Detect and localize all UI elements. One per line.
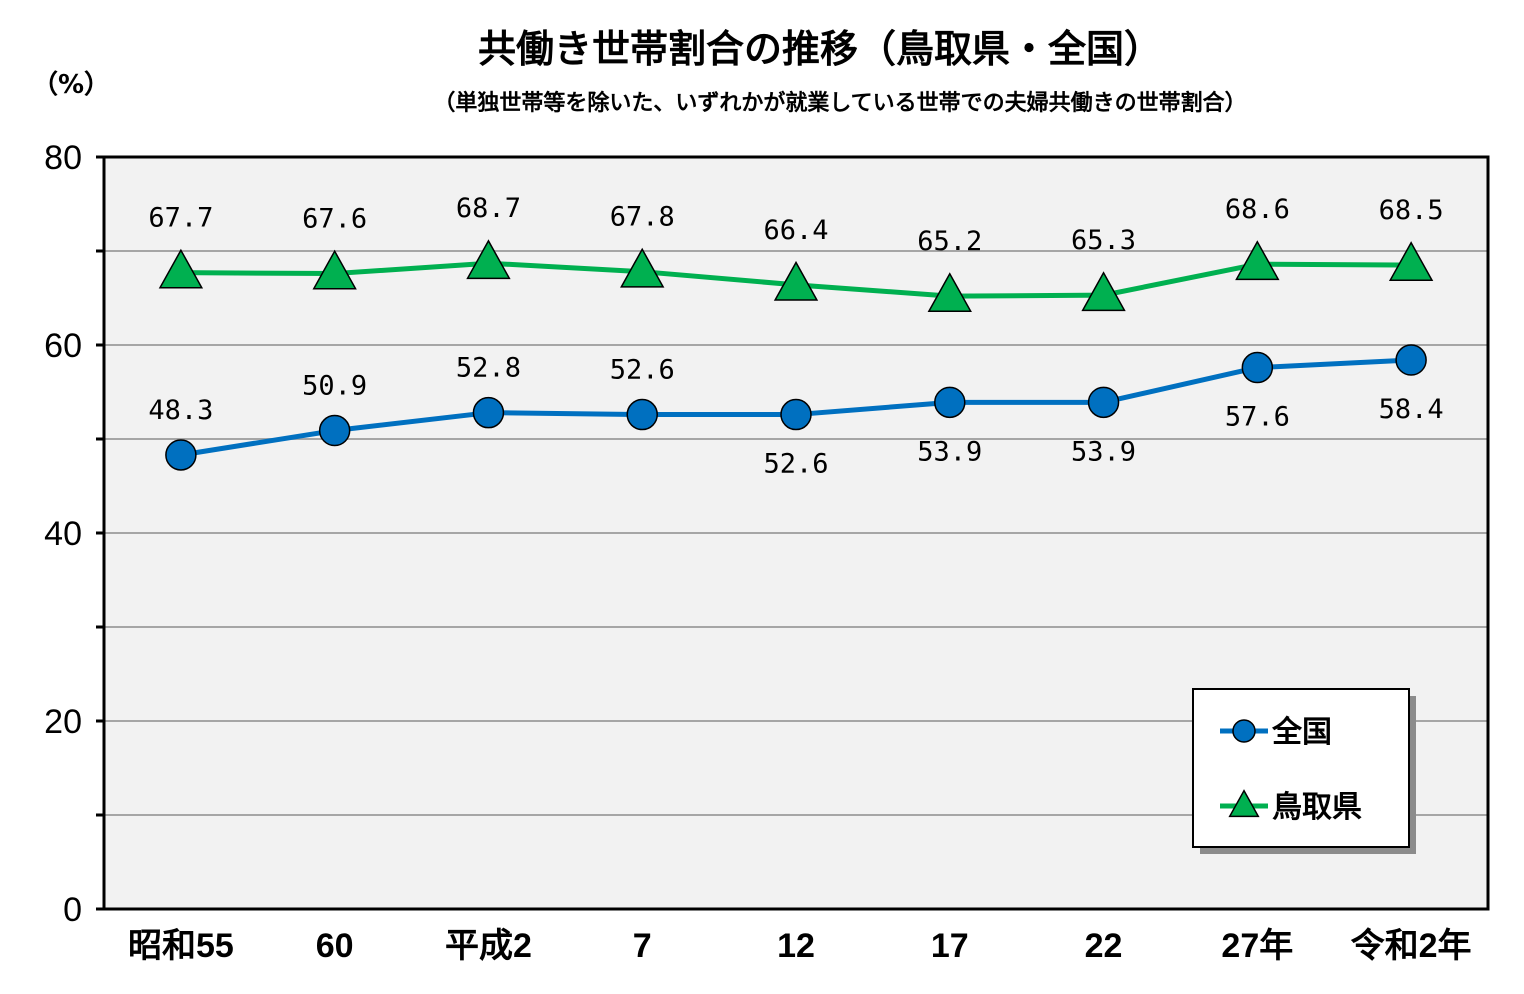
series bbox=[158, 239, 1434, 471]
x-tick-label: 平成2 bbox=[445, 927, 532, 965]
y-tick-label: 20 bbox=[44, 703, 82, 741]
x-tick-label: 昭和55 bbox=[128, 927, 234, 965]
data-label: 53.9 bbox=[917, 436, 982, 467]
data-point-triangle bbox=[1081, 271, 1126, 312]
data-point-triangle bbox=[1388, 241, 1434, 282]
data-label: 68.5 bbox=[1379, 195, 1444, 226]
data-point-circle bbox=[780, 398, 812, 431]
x-tick-label: 17 bbox=[931, 927, 969, 965]
legend-box bbox=[1192, 688, 1410, 848]
y-tick-label: 0 bbox=[63, 891, 82, 929]
chart-subtitle: （単独世帯等を除いた、いずれかが就業している世帯での夫婦共働きの世帯割合） bbox=[433, 90, 1246, 116]
y-tick-label: 40 bbox=[44, 515, 82, 553]
y-axis-unit-label: （%） bbox=[32, 70, 110, 100]
x-tick-label: 12 bbox=[777, 927, 815, 965]
legend-circle-marker bbox=[1232, 719, 1256, 743]
data-label: 68.7 bbox=[456, 193, 521, 224]
data-label: 52.6 bbox=[763, 449, 828, 480]
legend-triangle-marker bbox=[1228, 789, 1260, 818]
data-label: 65.3 bbox=[1071, 225, 1136, 256]
x-tick-label: 60 bbox=[316, 927, 354, 965]
data-point-circle bbox=[165, 439, 197, 471]
data-point-triangle bbox=[1235, 240, 1280, 281]
data-point-circle bbox=[626, 398, 658, 431]
data-label: 53.9 bbox=[1071, 436, 1136, 467]
data-point-triangle bbox=[158, 248, 204, 289]
x-tick-labels: 昭和55 60 平成2 7 12 17 22 27年 令和2年 bbox=[128, 927, 1472, 965]
data-label: 52.8 bbox=[456, 353, 521, 384]
series-national bbox=[165, 344, 1427, 471]
data-label: 67.8 bbox=[610, 202, 675, 233]
data-label: 66.4 bbox=[763, 215, 828, 246]
x-tick-label: 令和2年 bbox=[1351, 927, 1472, 965]
data-point-circle bbox=[1087, 386, 1120, 419]
data-point-circle bbox=[1241, 351, 1274, 384]
legend-label: 鳥取県 bbox=[1272, 790, 1362, 825]
data-point-triangle bbox=[620, 247, 665, 288]
data-label: 48.3 bbox=[148, 395, 213, 426]
data-point-triangle bbox=[466, 239, 511, 280]
data-point-triangle bbox=[312, 249, 357, 290]
legend-item: 鳥取県 bbox=[1220, 789, 1362, 825]
data-point-triangle bbox=[773, 260, 819, 301]
data-point-circle bbox=[934, 386, 966, 419]
data-point-circle bbox=[1395, 344, 1427, 376]
data-label: 65.2 bbox=[917, 226, 982, 257]
data-label: 67.7 bbox=[148, 203, 213, 234]
series-tottori bbox=[158, 239, 1434, 313]
data-label: 52.6 bbox=[610, 355, 675, 386]
data-label: 68.6 bbox=[1225, 194, 1290, 225]
x-tick-label: 22 bbox=[1085, 927, 1123, 965]
x-tick-label: 27年 bbox=[1221, 927, 1293, 965]
y-tick-label: 80 bbox=[44, 139, 82, 177]
data-label: 58.4 bbox=[1379, 394, 1444, 425]
x-tick-label: 7 bbox=[633, 927, 652, 965]
data-label: 57.6 bbox=[1225, 402, 1290, 433]
data-label: 67.6 bbox=[302, 204, 367, 235]
legend-label: 全国 bbox=[1271, 715, 1332, 750]
chart-title: 共働き世帯割合の推移（鳥取県・全国） bbox=[478, 27, 1162, 71]
data-label: 50.9 bbox=[302, 371, 367, 402]
data-point-circle bbox=[318, 414, 351, 447]
data-point-circle bbox=[472, 396, 505, 429]
legend-item: 全国 bbox=[1220, 715, 1332, 750]
data-point-triangle bbox=[927, 272, 972, 313]
y-tick-label: 60 bbox=[44, 327, 82, 365]
axes bbox=[96, 155, 1490, 911]
y-tick-labels: 0 20 40 60 80 bbox=[44, 139, 82, 929]
data-labels: 48.3 50.9 52.8 52.6 52.6 53.9 53.9 57.6 58.4 67.7… bbox=[148, 193, 1443, 479]
